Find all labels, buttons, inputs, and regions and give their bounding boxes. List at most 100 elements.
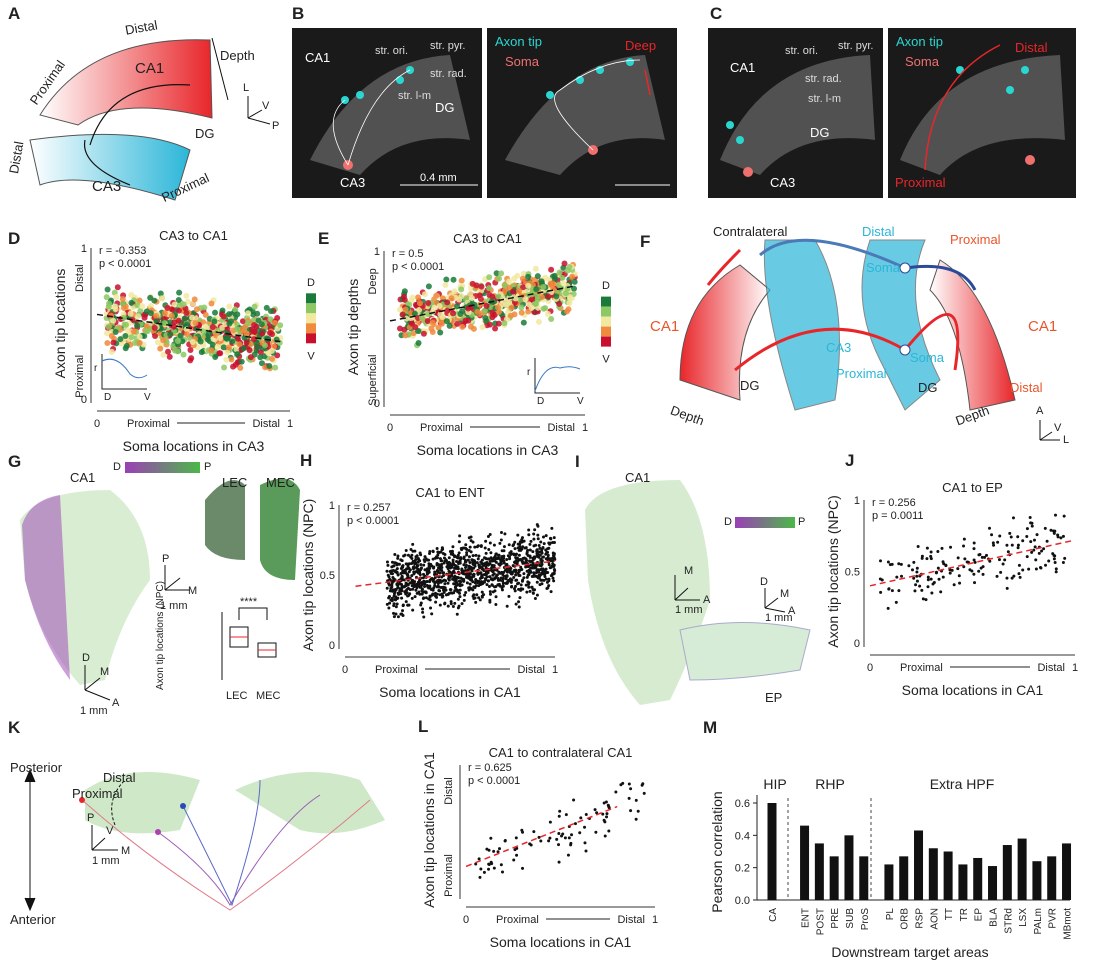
data-point bbox=[506, 284, 513, 291]
data-point bbox=[472, 593, 476, 597]
data-point bbox=[557, 860, 561, 864]
data-point bbox=[474, 308, 481, 315]
data-point bbox=[251, 303, 258, 310]
data-point bbox=[237, 364, 244, 371]
data-point bbox=[521, 557, 525, 561]
slice-overlay bbox=[310, 55, 670, 186]
data-point bbox=[418, 585, 422, 589]
data-point bbox=[113, 294, 120, 301]
data-point bbox=[474, 600, 478, 604]
data-point bbox=[438, 571, 442, 575]
data-point bbox=[939, 590, 943, 594]
data-point bbox=[501, 282, 508, 289]
data-point bbox=[105, 323, 112, 330]
y-high-label: Distal bbox=[443, 777, 455, 805]
data-point bbox=[524, 583, 528, 587]
data-point bbox=[534, 296, 541, 303]
data-point bbox=[474, 862, 478, 866]
data-point bbox=[394, 605, 398, 609]
inset-y-label: r bbox=[94, 363, 98, 374]
data-point bbox=[471, 301, 478, 308]
data-point bbox=[1018, 575, 1022, 579]
label-anterior: Anterior bbox=[10, 912, 56, 927]
data-point bbox=[886, 560, 890, 564]
data-point bbox=[524, 565, 528, 569]
y-high-label: Deep bbox=[367, 268, 379, 294]
data-point bbox=[448, 566, 452, 570]
data-point bbox=[492, 325, 499, 332]
data-point bbox=[1063, 556, 1067, 560]
data-point bbox=[528, 555, 532, 559]
scale-bar-label: 0.4 mm bbox=[420, 172, 457, 184]
data-point bbox=[1062, 514, 1066, 518]
data-point bbox=[533, 556, 537, 560]
data-point bbox=[559, 274, 566, 281]
data-point bbox=[454, 303, 461, 310]
data-point bbox=[457, 579, 461, 583]
data-point bbox=[552, 552, 556, 556]
bar bbox=[1032, 861, 1042, 900]
data-point bbox=[487, 548, 491, 552]
data-point bbox=[490, 559, 494, 563]
data-point bbox=[473, 563, 477, 567]
data-point bbox=[399, 572, 403, 576]
data-point bbox=[451, 558, 455, 562]
data-point bbox=[584, 849, 588, 853]
data-point bbox=[397, 306, 404, 313]
panel-label: I bbox=[575, 452, 580, 471]
data-point bbox=[940, 546, 944, 550]
data-point bbox=[508, 304, 515, 311]
colorbar-bottom: V bbox=[307, 350, 315, 362]
data-point bbox=[1052, 531, 1056, 535]
data-point bbox=[471, 580, 475, 584]
label-mec: MEC bbox=[266, 475, 295, 490]
data-point bbox=[411, 559, 415, 563]
x-tick: TT bbox=[944, 908, 955, 920]
legend-axon-tip: Axon tip bbox=[896, 34, 943, 49]
data-point bbox=[519, 275, 526, 282]
data-point bbox=[948, 568, 952, 572]
bar bbox=[914, 830, 924, 900]
data-point bbox=[519, 583, 523, 587]
colorbar-segment bbox=[601, 326, 611, 337]
data-point bbox=[538, 563, 542, 567]
data-point bbox=[541, 555, 545, 559]
data-point bbox=[441, 594, 445, 598]
data-point bbox=[537, 544, 541, 548]
data-point bbox=[495, 574, 499, 578]
data-point bbox=[228, 356, 235, 363]
y-axis-label: Axon tip locations (NPC) bbox=[300, 499, 316, 652]
data-point bbox=[395, 583, 399, 587]
data-point bbox=[487, 579, 491, 583]
data-point bbox=[420, 330, 427, 337]
data-point bbox=[515, 578, 519, 582]
data-point bbox=[432, 586, 436, 590]
data-point bbox=[396, 573, 400, 577]
data-point bbox=[157, 345, 164, 352]
data-point bbox=[1047, 559, 1051, 563]
data-point bbox=[104, 330, 111, 337]
slice-overlay bbox=[720, 44, 1065, 177]
data-point bbox=[512, 295, 519, 302]
data-point bbox=[486, 321, 493, 328]
data-point bbox=[175, 307, 182, 314]
data-point bbox=[502, 549, 506, 553]
data-point bbox=[410, 596, 414, 600]
data-point bbox=[514, 552, 518, 556]
data-point bbox=[428, 598, 432, 602]
data-point bbox=[491, 311, 498, 318]
x-high-label: Distal bbox=[547, 422, 575, 434]
x-low-label: Proximal bbox=[127, 418, 170, 430]
data-point bbox=[470, 569, 474, 573]
data-point bbox=[488, 532, 492, 536]
y-tick: 0 bbox=[854, 638, 860, 650]
data-point bbox=[471, 554, 475, 558]
data-point bbox=[226, 320, 233, 327]
data-point bbox=[501, 584, 505, 588]
data-point bbox=[434, 580, 438, 584]
data-point bbox=[416, 307, 423, 314]
data-point bbox=[900, 574, 904, 578]
label-depth: Depth bbox=[220, 48, 255, 63]
data-point bbox=[540, 562, 544, 566]
data-point bbox=[447, 556, 451, 560]
